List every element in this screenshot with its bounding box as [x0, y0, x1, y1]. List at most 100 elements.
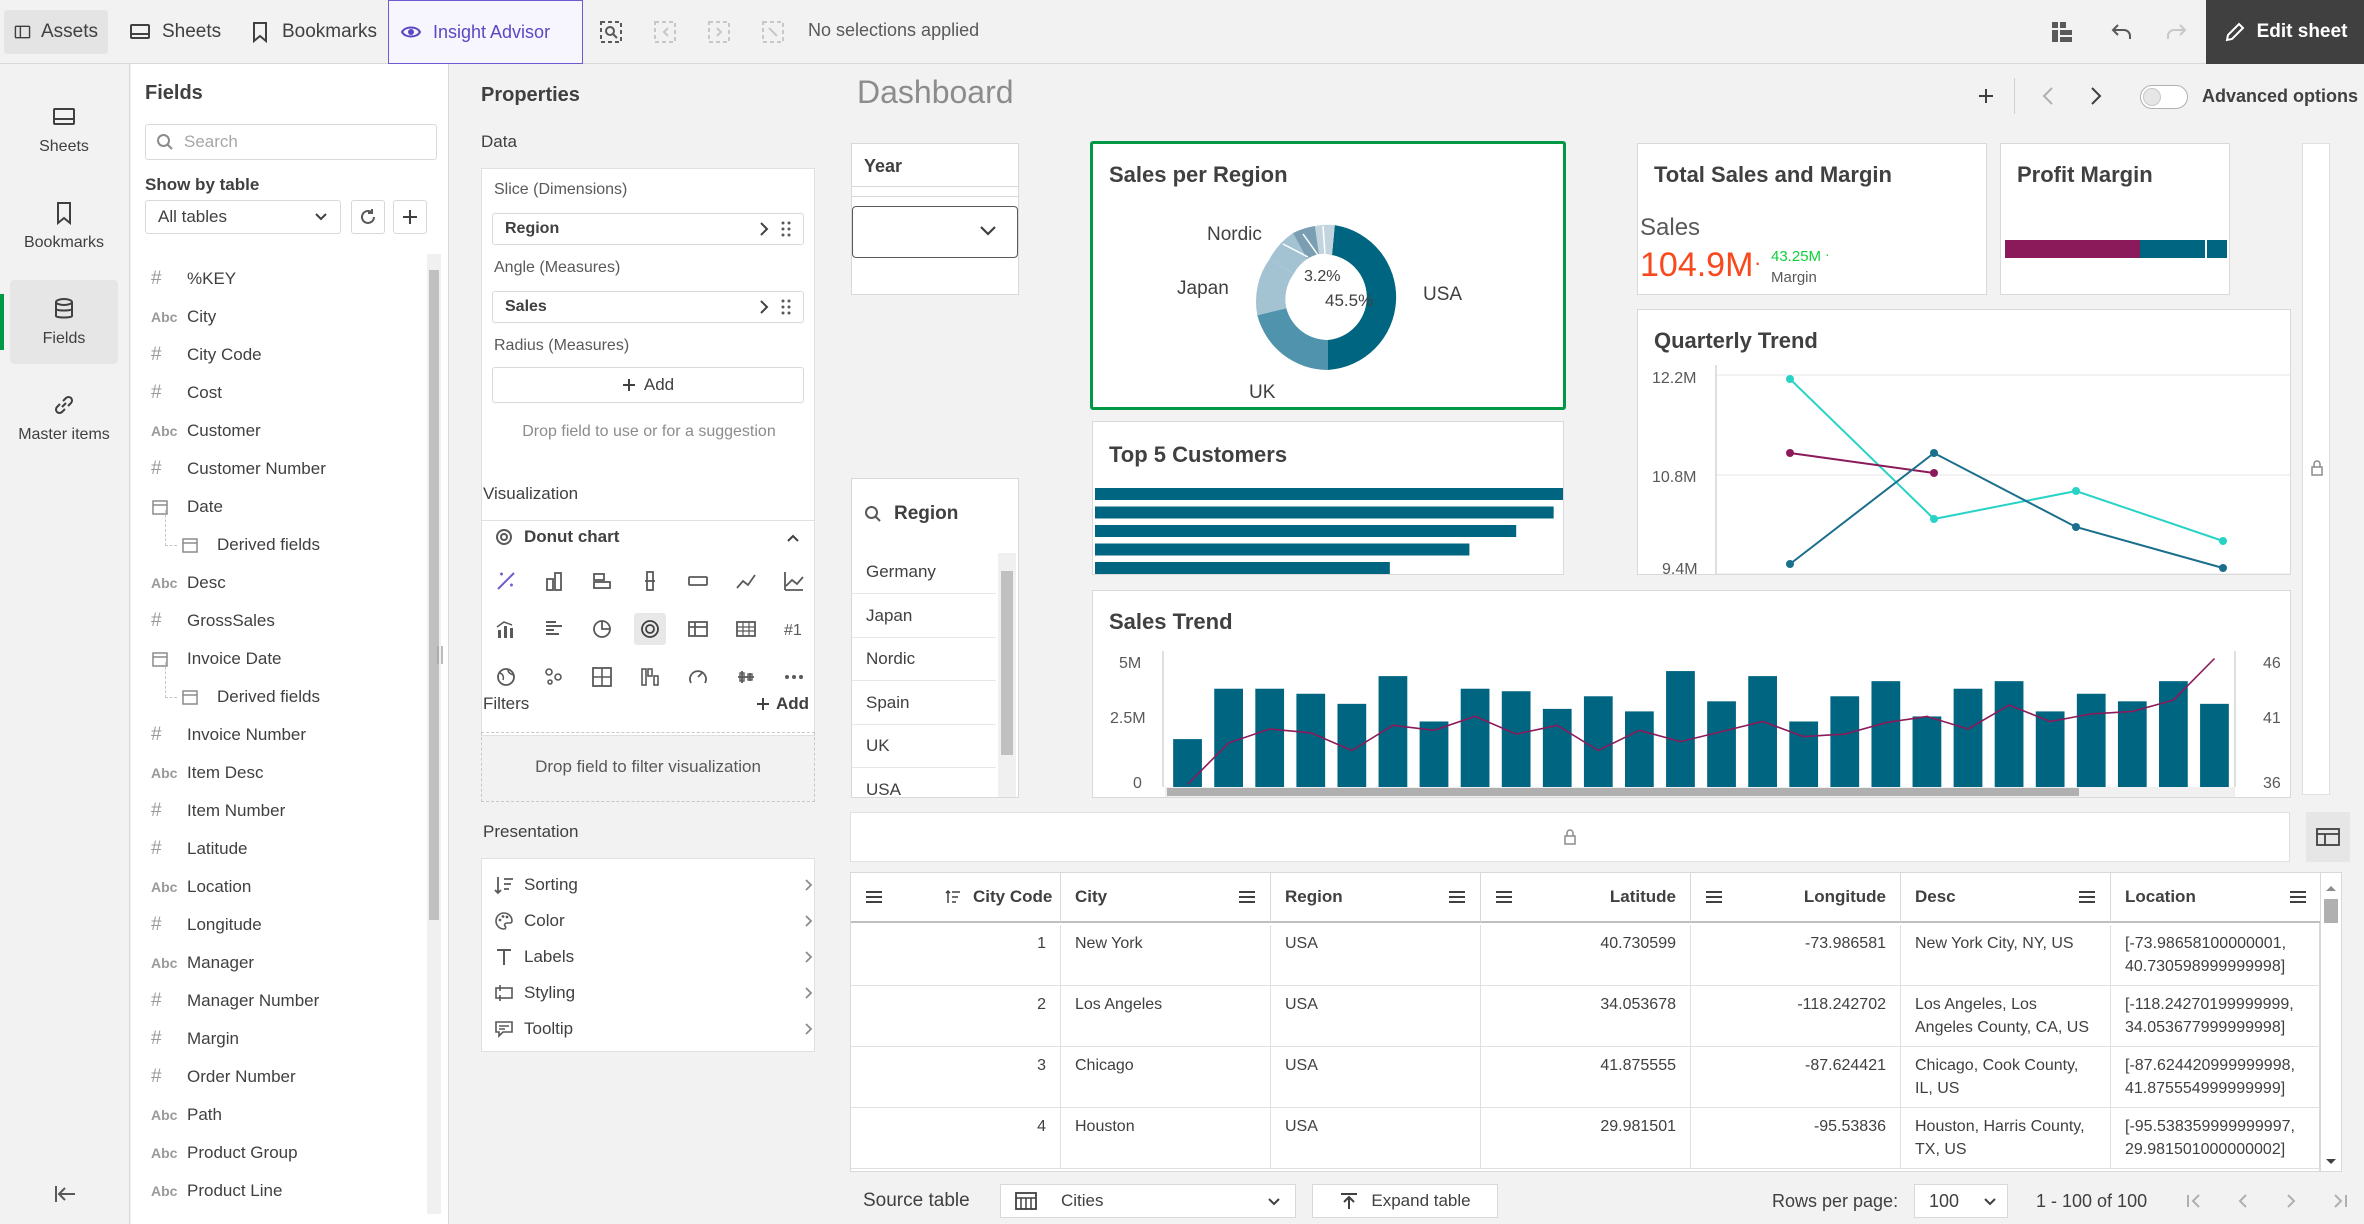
field-item[interactable]: Date [151, 488, 223, 526]
more-icon[interactable] [770, 653, 818, 701]
field-item[interactable]: Abc Product Group [151, 1134, 298, 1172]
previous-sheet-icon[interactable] [2036, 84, 2060, 108]
menu-icon[interactable] [1495, 890, 1513, 904]
donut-slice-nordic[interactable] [1269, 233, 1308, 274]
last-page-icon[interactable] [2330, 1193, 2348, 1209]
sales-trend-bar[interactable] [2200, 703, 2229, 787]
sales-trend-bar[interactable] [1583, 696, 1613, 787]
drag-handle-icon[interactable] [781, 298, 791, 316]
year-dropdown[interactable] [852, 206, 1018, 258]
sales-trend-bar[interactable] [1748, 676, 1777, 787]
menu-icon[interactable] [1705, 890, 1723, 904]
region-list-item[interactable]: Nordic [852, 638, 996, 681]
add-filter-button[interactable]: Add [756, 694, 809, 714]
field-item[interactable]: # GrossSales [151, 602, 275, 640]
header-location[interactable]: Location [2111, 873, 2321, 923]
treemap-icon[interactable] [578, 653, 626, 701]
next-page-icon[interactable] [2284, 1193, 2298, 1209]
top5-bar[interactable] [1095, 506, 1554, 519]
sales-trend-bar[interactable] [1912, 716, 1942, 787]
line-chart-icon[interactable] [722, 557, 770, 605]
nav-bookmarks[interactable]: Bookmarks [10, 184, 118, 268]
table-icon[interactable] [674, 605, 722, 653]
field-item[interactable]: # Latitude [151, 830, 248, 868]
sales-trend-bar[interactable] [1871, 681, 1901, 787]
scroll-up-icon[interactable] [2326, 885, 2336, 891]
chart-type-selector[interactable]: Donut chart [494, 527, 619, 547]
field-item[interactable]: # %KEY [151, 260, 236, 298]
advanced-options-toggle[interactable] [2140, 85, 2188, 109]
region-list-item[interactable]: UK [852, 725, 996, 768]
tooltip-row[interactable]: Tooltip [494, 1011, 814, 1047]
distribution-plot-icon[interactable] [530, 605, 578, 653]
map-icon[interactable] [482, 653, 530, 701]
region-filter-pane[interactable]: Region Germany Japan Nordic Spain UK USA [851, 478, 1019, 798]
header-region[interactable]: Region [1271, 873, 1481, 923]
combo-chart-icon[interactable] [482, 605, 530, 653]
sales-trend-bar[interactable] [1255, 688, 1285, 787]
sales-trend-bar[interactable] [1460, 688, 1490, 787]
menu-icon[interactable] [1238, 890, 1256, 904]
drag-handle-icon[interactable] [781, 220, 791, 238]
field-item[interactable]: # Cost [151, 374, 222, 412]
source-table-select[interactable]: Cities [1000, 1184, 1296, 1218]
menu-icon[interactable] [2078, 890, 2096, 904]
chevron-up-icon[interactable] [786, 533, 800, 543]
region-list-item[interactable]: USA [852, 769, 996, 798]
field-item[interactable]: Invoice Date [151, 640, 282, 678]
first-page-icon[interactable] [2186, 1193, 2204, 1209]
trend-scroll-thumb[interactable] [1167, 788, 2079, 796]
sales-trend-bar[interactable] [2117, 701, 2147, 787]
table-scrollbar[interactable] [2320, 872, 2342, 1172]
area-chart-icon[interactable] [770, 557, 818, 605]
field-item[interactable]: Abc Manager [151, 944, 254, 982]
redo-icon[interactable] [2162, 18, 2190, 46]
top5-bar[interactable] [1095, 488, 1563, 500]
expand-table-button[interactable]: Expand table [1312, 1184, 1498, 1218]
menu-icon[interactable] [2289, 890, 2307, 904]
derived-fields-item[interactable]: Derived fields [165, 510, 320, 564]
nav-master-items[interactable]: Master items [10, 376, 118, 460]
field-item[interactable]: Abc Location [151, 868, 251, 906]
filter-drop-zone[interactable]: Drop field to filter visualization [481, 732, 815, 802]
bar-chart-icon[interactable] [530, 557, 578, 605]
sales-trend-bar[interactable] [1501, 691, 1531, 787]
sales-trend-chart[interactable]: Sales Trend 5M 2.5M 0 46 41 36 [1092, 590, 2291, 798]
quarterly-trend-chart[interactable]: Quarterly Trend 12.2M 10.8M 9.4M [1637, 309, 2291, 575]
sales-trend-bar[interactable] [1214, 688, 1243, 787]
refresh-button[interactable] [351, 200, 385, 234]
total-sales-kpi[interactable]: Total Sales and Margin Sales 104.9M · 43… [1637, 143, 1987, 295]
top5-customers-chart[interactable]: Top 5 Customers [1092, 421, 1564, 575]
table-select[interactable]: All tables [145, 200, 341, 234]
rows-per-page-select[interactable]: 100 [1914, 1184, 2008, 1218]
gauge-icon[interactable] [674, 653, 722, 701]
sales-trend-bar[interactable] [1830, 696, 1860, 787]
field-item[interactable]: # Customer Number [151, 450, 326, 488]
donut-slice-small-2[interactable] [1315, 224, 1335, 255]
bullet-chart-icon[interactable] [626, 557, 674, 605]
header-latitude[interactable]: Latitude [1481, 873, 1691, 923]
sales-trend-bar[interactable] [1789, 721, 1819, 787]
scroll-down-icon[interactable] [2326, 1159, 2336, 1165]
add-field-button[interactable] [393, 200, 427, 234]
table-view-button[interactable] [2306, 812, 2350, 862]
sales-per-region-chart[interactable]: Sales per Region USA UK Japan Nordic 45.… [1090, 141, 1566, 410]
pie-chart-icon[interactable] [578, 605, 626, 653]
histogram-icon[interactable] [722, 653, 770, 701]
field-list-scrollbar[interactable] [427, 254, 441, 1214]
sales-trend-bar[interactable] [1994, 681, 2024, 787]
edit-sheet-button[interactable]: Edit sheet [2206, 0, 2364, 64]
field-item[interactable]: Abc Desc [151, 564, 226, 602]
previous-page-icon[interactable] [2236, 1193, 2250, 1209]
bookmarks-button[interactable]: Bookmarks [238, 10, 387, 54]
donut-chart-icon[interactable] [634, 613, 666, 645]
donut-slice-small-1[interactable] [1293, 226, 1319, 259]
sales-trend-bar[interactable] [1173, 739, 1202, 787]
field-item[interactable]: # Margin [151, 1020, 239, 1058]
waterfall-icon[interactable] [626, 653, 674, 701]
field-item[interactable]: # Order Number [151, 1058, 296, 1096]
nav-fields[interactable]: Fields [0, 280, 118, 364]
profit-margin-chart[interactable]: Profit Margin [2000, 143, 2230, 295]
next-sheet-icon[interactable] [2084, 84, 2108, 108]
donut-slice-usa[interactable] [1328, 225, 1397, 370]
